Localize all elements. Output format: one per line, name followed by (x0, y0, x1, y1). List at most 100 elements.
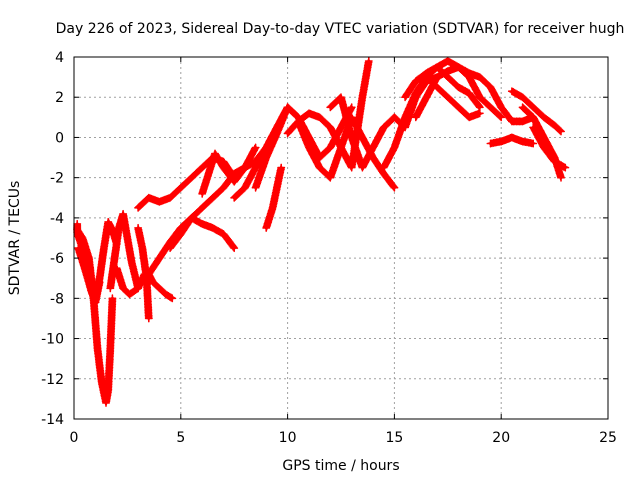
data-point (207, 172, 211, 176)
data-point (446, 59, 450, 63)
x-tick-label: 15 (385, 430, 403, 446)
data-point (478, 75, 482, 79)
data-point (435, 85, 439, 89)
data-point (424, 95, 428, 99)
data-point (200, 222, 204, 226)
data-point (521, 105, 525, 109)
data-point (168, 196, 172, 200)
data-point (414, 115, 418, 119)
x-tick-label: 10 (279, 430, 297, 446)
data-point (115, 266, 119, 270)
data-point (264, 156, 268, 160)
series-track-13 (262, 163, 286, 232)
data-point (254, 166, 258, 170)
data-point (254, 186, 258, 190)
data-point (360, 166, 364, 170)
data-point (264, 226, 268, 230)
data-point (93, 300, 97, 304)
series-track-6 (134, 223, 153, 323)
x-tick-label: 5 (176, 430, 185, 446)
y-tick-label: -10 (41, 332, 64, 348)
series-track-21 (486, 133, 538, 148)
data-point (145, 276, 149, 280)
data-point (130, 260, 134, 264)
data-point (328, 146, 332, 149)
data-point (307, 146, 311, 149)
data-point (382, 172, 386, 176)
data-point (392, 115, 396, 119)
data-point (499, 105, 503, 109)
data-point (403, 115, 407, 119)
x-tick-label: 25 (599, 430, 617, 446)
y-tick-label: 2 (55, 90, 64, 106)
data-point (467, 91, 471, 95)
data-point (136, 286, 140, 290)
data-point (371, 146, 375, 149)
data-point (457, 105, 460, 109)
data-point (318, 166, 322, 170)
data-point (147, 272, 151, 276)
data-point (489, 105, 492, 109)
data-point (446, 95, 450, 99)
series-markers (144, 213, 239, 279)
data-point (128, 292, 131, 296)
data-point (106, 220, 110, 224)
y-tick-label: -8 (50, 291, 64, 307)
data-point (542, 135, 546, 139)
data-point (222, 232, 225, 236)
data-point (559, 129, 563, 133)
data-point (531, 125, 535, 129)
data-point (367, 59, 371, 63)
series-track-10 (198, 143, 260, 198)
data-point (243, 166, 247, 170)
y-tick-label: 0 (55, 130, 64, 146)
data-point (106, 389, 110, 393)
data-point (179, 232, 183, 236)
data-point (254, 146, 258, 149)
y-tick-label: -6 (50, 251, 64, 267)
data-point (296, 119, 300, 123)
data-point (559, 176, 563, 180)
y-tick-label: -12 (41, 372, 64, 388)
x-axis-label: GPS time / hours (282, 458, 399, 474)
data-point (403, 95, 407, 99)
y-tick-label: -4 (50, 211, 64, 227)
data-point (117, 226, 121, 230)
data-point (489, 142, 492, 145)
data-point (435, 65, 439, 69)
data-point (125, 236, 129, 240)
data-point (457, 65, 460, 69)
data-point (121, 286, 125, 290)
data-point (108, 347, 112, 351)
chart-title: Day 226 of 2023, Sidereal Day-to-day VTE… (56, 21, 625, 37)
data-point (499, 115, 503, 119)
data-point (563, 166, 567, 170)
data-point (190, 216, 193, 220)
data-point (211, 196, 215, 200)
data-point (140, 246, 144, 250)
data-point (531, 105, 535, 109)
data-point (108, 286, 112, 290)
data-point (531, 115, 535, 119)
data-point (271, 206, 275, 210)
axes (73, 56, 609, 420)
data-point (360, 135, 364, 139)
data-point (446, 75, 450, 79)
data-point (478, 105, 482, 109)
data-point (232, 246, 236, 250)
data-point (200, 206, 204, 210)
data-point (89, 288, 93, 292)
data-point (75, 226, 79, 230)
data-point (151, 280, 155, 284)
series-track-12 (251, 103, 356, 192)
data-point (76, 246, 80, 250)
data-point (81, 236, 84, 240)
data-point (96, 347, 99, 351)
data-point (232, 196, 236, 200)
data-point (222, 166, 225, 170)
data-point (170, 296, 174, 300)
data-point (350, 115, 354, 119)
data-point (339, 125, 343, 129)
data-point (286, 131, 290, 135)
series-track-20 (433, 83, 484, 122)
